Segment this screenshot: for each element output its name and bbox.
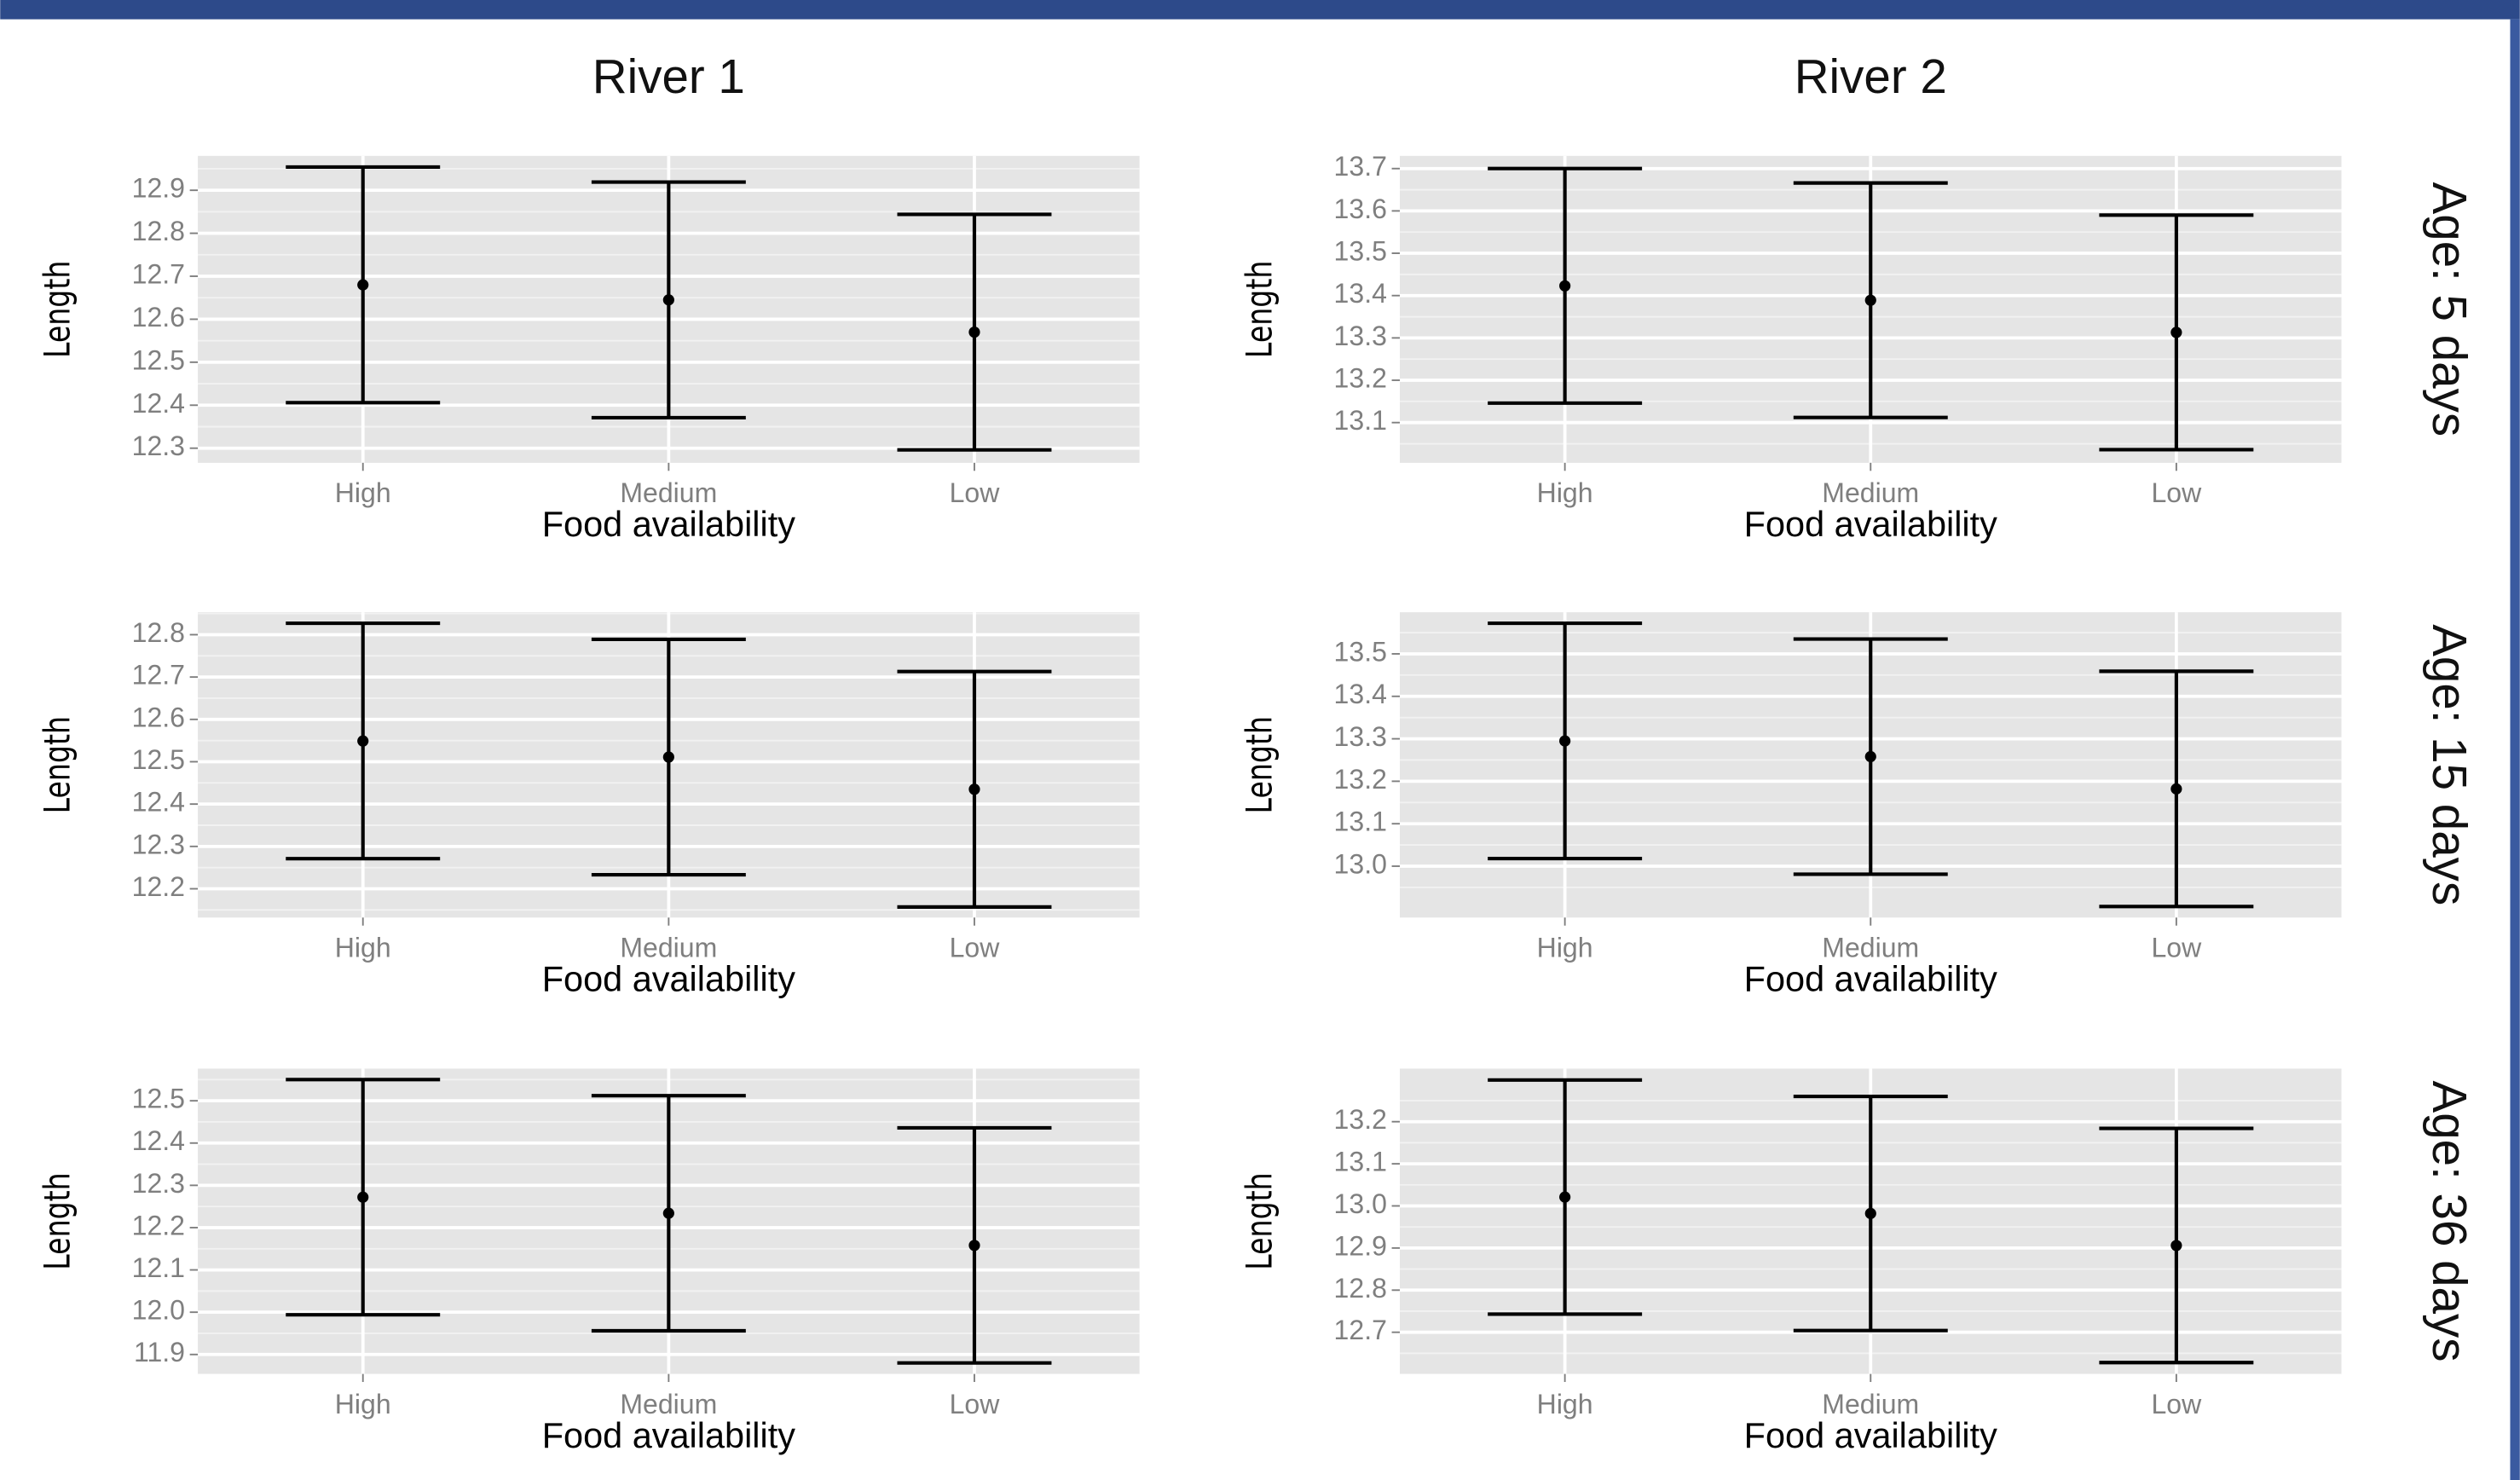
y-tick-label: 13.5 — [1334, 236, 1387, 267]
x-axis-title: Food availability — [542, 1415, 796, 1455]
x-tick-label: High — [1537, 932, 1593, 963]
y-tick-label: 12.3 — [132, 829, 185, 859]
x-tick-label: Medium — [1822, 1389, 1919, 1419]
y-tick-label: 12.4 — [132, 388, 185, 419]
y-tick-label: 12.9 — [1334, 1230, 1387, 1261]
x-axis-title: Food availability — [542, 504, 796, 544]
x-tick-label: Medium — [620, 477, 717, 508]
x-tick-label: High — [1537, 1389, 1593, 1419]
mean-point — [1559, 735, 1571, 747]
y-tick-label: 12.7 — [1334, 1315, 1387, 1345]
y-tick-label: 12.2 — [132, 1210, 185, 1240]
mean-point — [968, 1240, 980, 1252]
x-axis-title: Food availability — [1744, 504, 1998, 544]
y-tick-label: 13.1 — [1334, 1147, 1387, 1177]
y-tick-label: 12.7 — [132, 258, 185, 289]
mean-point — [968, 783, 980, 795]
y-tick-label: 13.6 — [1334, 194, 1387, 224]
y-tick-label: 13.3 — [1334, 721, 1387, 752]
mean-point — [1559, 280, 1571, 292]
mean-point — [2170, 783, 2182, 795]
y-tick-label: 12.0 — [132, 1295, 185, 1326]
y-tick-label: 11.9 — [134, 1337, 185, 1367]
y-axis-title: Length — [1239, 1172, 1280, 1269]
y-tick-label: 12.3 — [132, 431, 185, 461]
y-tick-label: 12.5 — [132, 744, 185, 775]
x-tick-label: Medium — [620, 1389, 717, 1419]
y-tick-label: 12.8 — [1334, 1273, 1387, 1304]
y-tick-label: 13.0 — [1334, 1188, 1387, 1219]
column-title: River 1 — [592, 49, 745, 103]
y-tick-label: 12.6 — [132, 302, 185, 332]
y-axis-title: Length — [37, 261, 78, 358]
y-tick-label: 12.7 — [132, 660, 185, 691]
mean-point — [2170, 327, 2182, 338]
y-tick-label: 13.4 — [1334, 679, 1387, 709]
y-tick-label: 12.3 — [132, 1168, 185, 1199]
side-bar — [2510, 19, 2520, 1480]
x-tick-label: Low — [2152, 1389, 2203, 1419]
y-tick-label: 12.4 — [132, 1125, 185, 1156]
y-tick-label: 13.0 — [1334, 848, 1387, 879]
row-title: Age: 36 days — [2423, 1081, 2477, 1362]
x-tick-label: High — [335, 477, 391, 508]
column-title: River 2 — [1795, 49, 1947, 103]
x-tick-label: Low — [2152, 477, 2203, 508]
y-tick-label: 12.4 — [132, 787, 185, 818]
x-tick-label: Low — [950, 477, 1001, 508]
x-tick-label: High — [1537, 477, 1593, 508]
y-tick-label: 12.5 — [132, 344, 185, 375]
y-tick-label: 12.2 — [132, 871, 185, 902]
y-axis-title: Length — [1239, 716, 1280, 813]
y-tick-label: 12.1 — [132, 1252, 185, 1283]
y-axis-title: Length — [37, 1172, 78, 1269]
mean-point — [662, 751, 674, 763]
x-tick-label: Medium — [1822, 477, 1919, 508]
y-tick-label: 13.7 — [1334, 151, 1387, 182]
x-tick-label: Low — [950, 932, 1001, 963]
y-tick-label: 13.2 — [1334, 1104, 1387, 1135]
y-axis-title: Length — [1239, 261, 1280, 358]
mean-point — [2170, 1240, 2182, 1252]
y-tick-label: 12.6 — [132, 702, 185, 732]
x-tick-label: Low — [2152, 932, 2203, 963]
y-tick-label: 13.1 — [1334, 405, 1387, 436]
x-tick-label: Medium — [1822, 932, 1919, 963]
y-tick-label: 13.3 — [1334, 321, 1387, 351]
x-tick-label: High — [335, 1389, 391, 1419]
row-title: Age: 15 days — [2423, 624, 2477, 905]
mean-point — [357, 1191, 369, 1203]
y-tick-label: 12.8 — [132, 617, 185, 648]
top-bar — [0, 0, 2520, 20]
y-tick-label: 12.5 — [132, 1084, 185, 1114]
y-tick-label: 12.9 — [132, 173, 185, 204]
mean-point — [662, 1207, 674, 1219]
y-tick-label: 13.5 — [1334, 636, 1387, 667]
y-axis-title: Length — [37, 716, 78, 813]
x-axis-title: Food availability — [1744, 1415, 1998, 1455]
mean-point — [662, 294, 674, 306]
x-tick-label: Low — [950, 1389, 1001, 1419]
row-title: Age: 5 days — [2423, 182, 2477, 437]
x-tick-label: High — [335, 932, 391, 963]
y-tick-label: 13.2 — [1334, 362, 1387, 393]
x-axis-title: Food availability — [542, 959, 796, 999]
y-tick-label: 12.8 — [132, 216, 185, 246]
mean-point — [968, 326, 980, 338]
y-tick-label: 13.2 — [1334, 764, 1387, 795]
mean-point — [1864, 1207, 1876, 1219]
mean-point — [1559, 1191, 1571, 1203]
y-tick-label: 13.1 — [1334, 806, 1387, 837]
x-axis-title: Food availability — [1744, 959, 1998, 999]
mean-point — [1864, 294, 1876, 306]
mean-point — [1864, 750, 1876, 763]
y-tick-label: 13.4 — [1334, 278, 1387, 309]
mean-point — [357, 735, 369, 747]
x-tick-label: Medium — [620, 932, 717, 963]
mean-point — [357, 279, 369, 291]
